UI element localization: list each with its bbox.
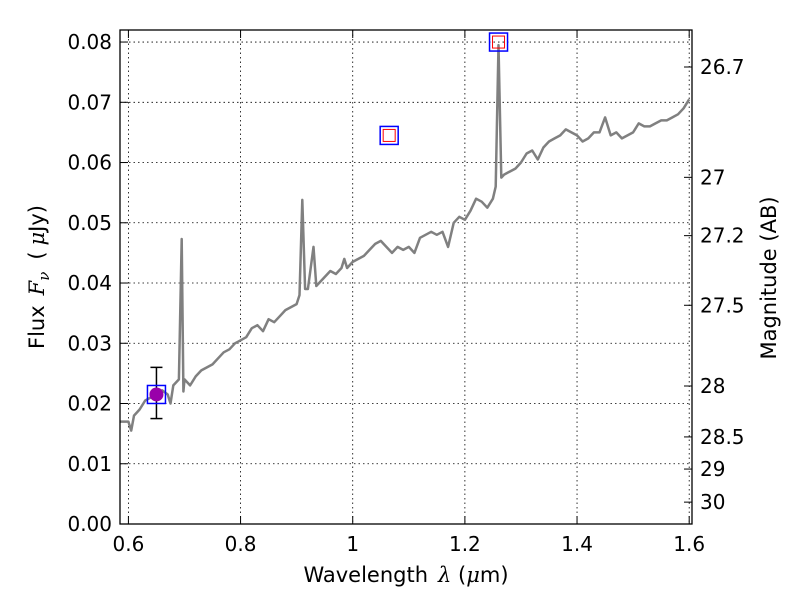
spectrum-line (120, 43, 691, 432)
x-tick-label: 1 (346, 532, 359, 556)
photometry-points (146, 32, 509, 420)
x-tick-label: 0.6 (113, 532, 145, 556)
y-tick-label: 0.07 (67, 90, 112, 114)
y2-tick-label: 27.2 (700, 224, 745, 248)
x-tick-label: 0.8 (225, 532, 257, 556)
y2-tick-label: 26.7 (700, 55, 745, 79)
x-axis-label: Wavelength λ (μm) (303, 563, 508, 587)
y-tick-label: 0.06 (67, 151, 112, 175)
y-tick-label: 0.02 (67, 392, 112, 416)
y-tick-label: 0.08 (67, 30, 112, 54)
photometry-circle (149, 387, 164, 402)
y2-tick-label: 30 (700, 490, 725, 514)
x-tick-label: 1.6 (673, 532, 705, 556)
photometry-inner-square (382, 128, 396, 142)
photometry-square (379, 125, 399, 146)
y2-tick-label: 28.5 (700, 425, 745, 449)
photometry-inner-square (492, 35, 506, 49)
y-tick-label: 0.05 (67, 211, 112, 235)
y2-tick-label: 27 (700, 165, 725, 189)
spectrum-series (120, 43, 691, 432)
photometry-square (488, 32, 509, 52)
y2-tick-label: 28 (700, 374, 725, 398)
plot-frame (119, 29, 693, 525)
x-tick-label: 1.4 (561, 532, 593, 556)
photometry-square (146, 384, 167, 405)
grid (120, 30, 692, 525)
y2-axis-label: Magnitude (AB) (757, 196, 781, 359)
y-axis-label: FluxFν(μJy) (25, 205, 53, 349)
axis-ticks: 0.6 0.8 1 1.2 1.4 1.6 0.00 0.01 0.02 0.03 0.04 0.05… (67, 30, 745, 556)
y2-tick-label: 29 (700, 457, 725, 481)
y-tick-label: 0.04 (67, 271, 112, 295)
y-tick-label: 0.01 (67, 452, 112, 476)
y2-tick-label: 27.5 (700, 293, 745, 317)
x-tick-label: 1.2 (449, 532, 481, 556)
y-tick-label: 0.00 (67, 512, 112, 536)
y-tick-label: 0.03 (67, 331, 112, 355)
